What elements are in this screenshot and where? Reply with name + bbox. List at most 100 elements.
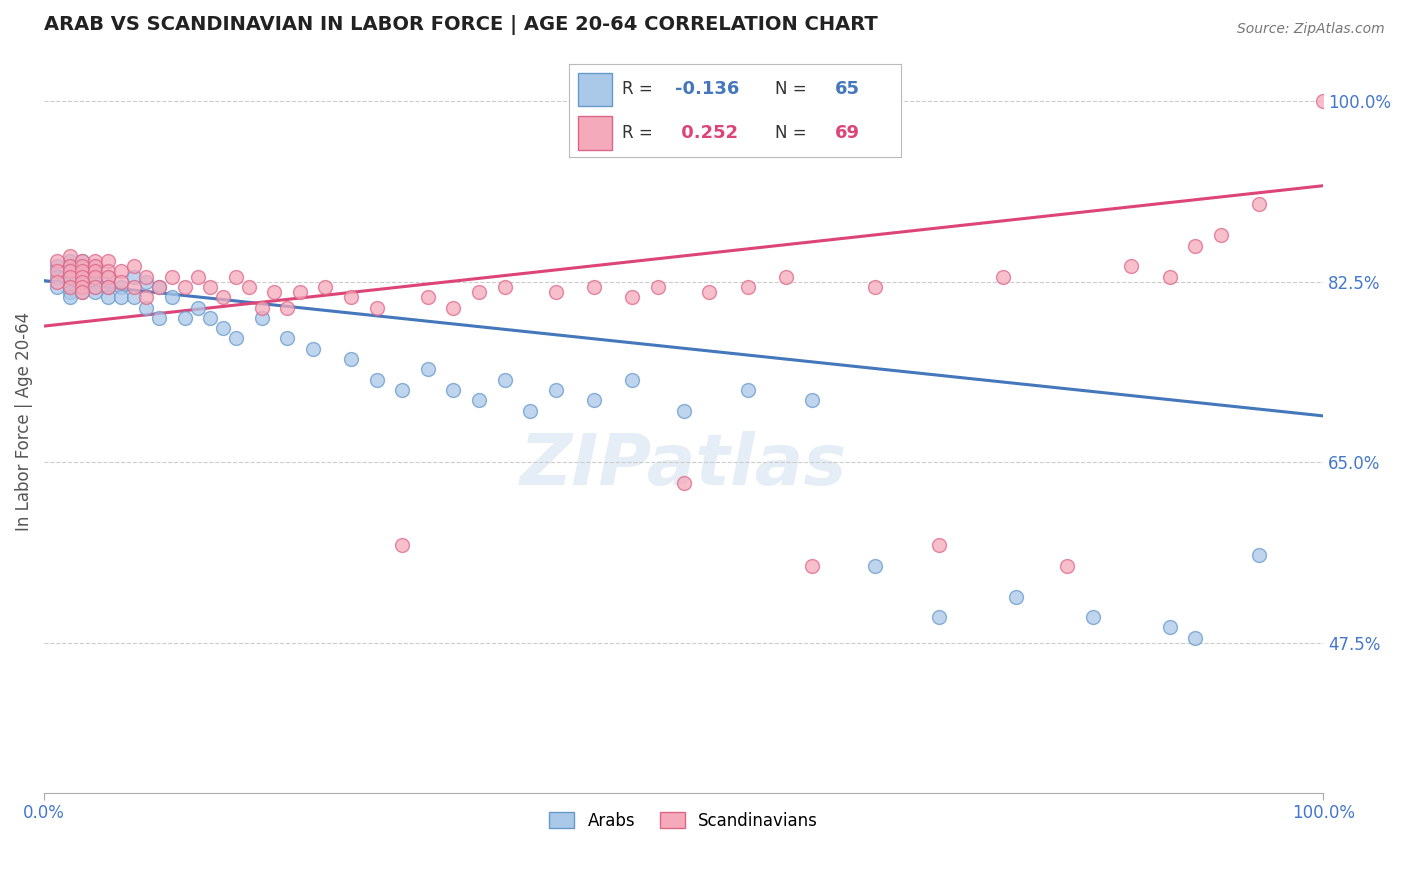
Point [72,254,94,268]
Point [1249,548,1271,562]
Point [84,259,107,273]
Point [1081,610,1104,624]
Point [1209,228,1232,243]
Point [340,290,363,304]
Point [212,290,235,304]
Point [276,331,298,345]
Point [59,269,82,284]
Point [84,254,107,268]
Point [97,280,120,294]
Point [72,280,94,294]
Point [72,269,94,284]
Point [1056,558,1078,573]
Point [59,259,82,273]
Point [391,538,413,552]
Point [45,269,67,284]
Point [45,259,67,273]
Point [45,275,67,289]
Point [621,290,644,304]
Point [148,280,170,294]
Point [122,269,145,284]
Point [97,269,120,284]
Point [366,373,388,387]
Point [544,383,567,397]
Point [84,280,107,294]
Point [122,280,145,294]
Point [59,280,82,294]
Point [468,285,491,299]
Point [72,269,94,284]
Text: ARAB VS SCANDINAVIAN IN LABOR FORCE | AGE 20-64 CORRELATION CHART: ARAB VS SCANDINAVIAN IN LABOR FORCE | AG… [44,15,877,35]
Point [621,373,644,387]
Point [122,290,145,304]
Point [187,301,209,315]
Point [494,280,516,294]
Point [416,362,439,376]
Point [263,285,285,299]
Point [187,269,209,284]
Point [97,290,120,304]
Point [865,280,887,294]
Point [59,264,82,278]
Point [84,280,107,294]
Point [122,259,145,273]
Point [238,280,260,294]
Point [84,264,107,278]
Point [468,393,491,408]
Point [200,280,222,294]
Point [544,285,567,299]
Text: ZIPatlas: ZIPatlas [520,431,848,500]
Point [441,383,464,397]
Point [993,269,1015,284]
Point [72,280,94,294]
Point [135,269,157,284]
Point [72,264,94,278]
Point [1159,269,1181,284]
Point [1121,259,1143,273]
Point [59,269,82,284]
Point [84,269,107,284]
Point [494,373,516,387]
Text: Source: ZipAtlas.com: Source: ZipAtlas.com [1237,22,1385,37]
Point [72,259,94,273]
Point [775,269,797,284]
Point [160,290,183,304]
Point [276,301,298,315]
Point [97,264,120,278]
Point [148,310,170,325]
Point [928,610,950,624]
Point [1159,620,1181,634]
Point [97,254,120,268]
Point [250,310,273,325]
Point [59,275,82,289]
Point [366,301,388,315]
Legend: Arabs, Scandinavians: Arabs, Scandinavians [543,805,825,837]
Point [135,290,157,304]
Point [97,280,120,294]
Y-axis label: In Labor Force | Age 20-64: In Labor Force | Age 20-64 [15,311,32,531]
Point [1184,631,1206,645]
Point [72,275,94,289]
Point [59,264,82,278]
Point [672,475,695,490]
Point [416,290,439,304]
Point [84,269,107,284]
Point [315,280,337,294]
Point [84,264,107,278]
Point [301,342,323,356]
Point [59,259,82,273]
Point [583,280,606,294]
Point [1312,94,1334,108]
Point [697,285,720,299]
Point [391,383,413,397]
Point [737,280,759,294]
Point [135,301,157,315]
Point [110,290,132,304]
Point [97,269,120,284]
Point [672,403,695,417]
Point [212,321,235,335]
Point [110,275,132,289]
Point [1249,197,1271,211]
Point [647,280,669,294]
Point [865,558,887,573]
